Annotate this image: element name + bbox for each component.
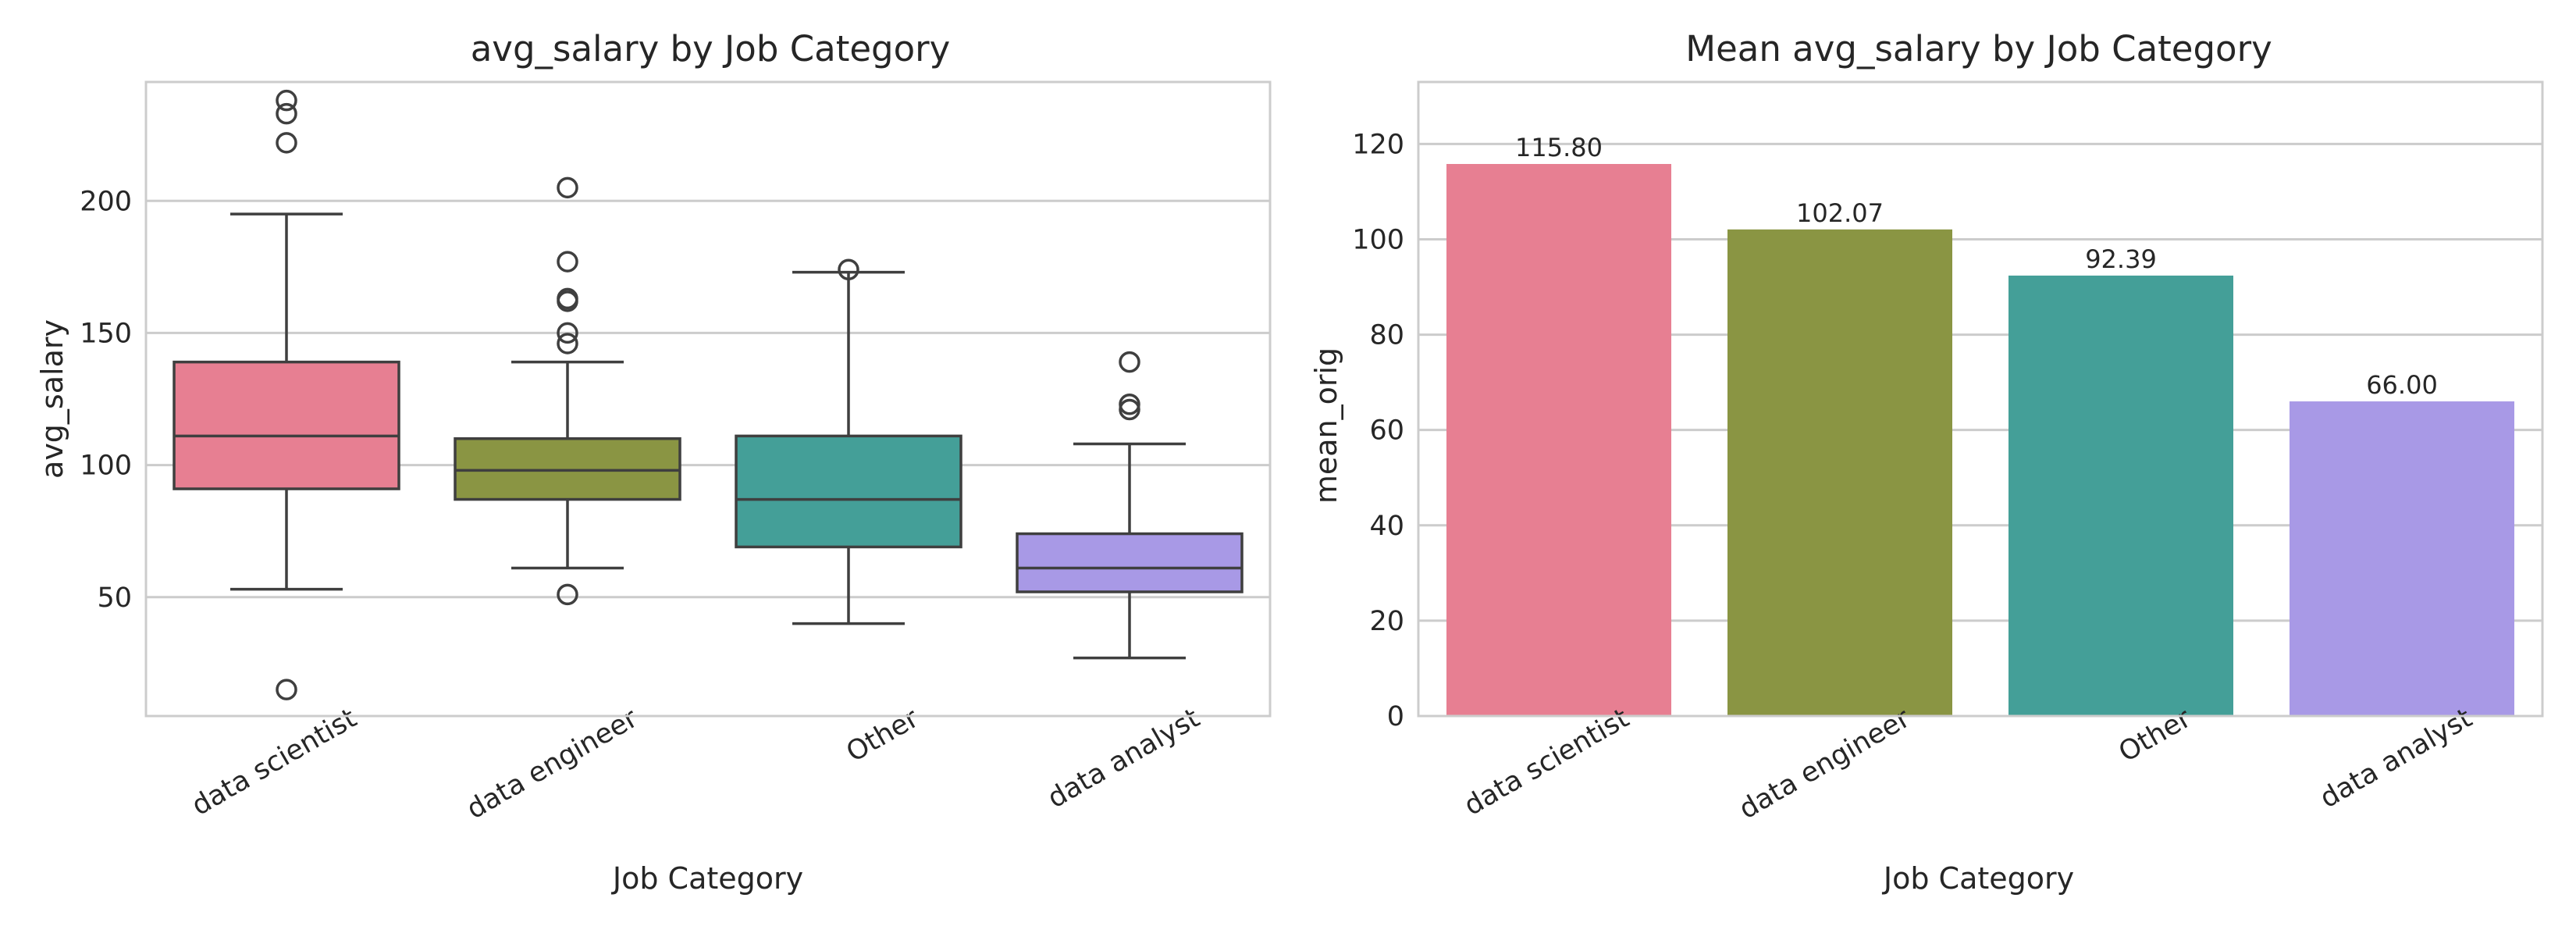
bar-y-tick-label: 0: [1387, 701, 1404, 732]
bar-value-label: 102.07: [1796, 198, 1884, 228]
bar-value-label: 115.80: [1515, 133, 1603, 162]
bar-y-tick-label: 80: [1369, 320, 1404, 351]
bar-x-tick-label: data analyst: [2314, 703, 2477, 814]
bar-chart-value-labels: 115.80 102.07 92.39 66.00: [1515, 133, 2438, 400]
box-x-tick-label: data scientist: [187, 703, 362, 822]
box-iqr: [735, 434, 962, 549]
box-plot-title: avg_salary by Job Category: [471, 28, 951, 69]
bar-value-label: 92.39: [2085, 244, 2157, 274]
box-plot-frame: [144, 80, 1272, 718]
box-outlier-point: [557, 322, 578, 344]
box-iqr: [1016, 532, 1244, 593]
box-x-tick-label: data analyst: [1042, 703, 1204, 814]
box-x-tick-label: data engineer: [461, 703, 643, 826]
box-plot-marks: [173, 89, 1244, 700]
box-y-tick-label: 150: [80, 318, 132, 349]
box-outlier-point: [1119, 398, 1140, 421]
box-outlier-point: [276, 679, 297, 700]
box-y-tick-label: 50: [97, 583, 132, 614]
box-outlier-point: [557, 333, 578, 354]
box-outlier-point: [276, 132, 297, 154]
bar-y-tick-label: 120: [1352, 129, 1404, 160]
bar-chart-marks: [1446, 164, 2514, 717]
bar-y-tick-label: 100: [1352, 224, 1404, 255]
box-plot-y-ticks: 50 100 150 200: [80, 186, 132, 614]
bar-chart-frame: [1417, 80, 2544, 718]
box-plot-panel: avg_salary by Job Category 50 100 150 200 d…: [35, 28, 1272, 896]
bar-value-label: 66.00: [2366, 370, 2438, 400]
bar-y-tick-label: 40: [1369, 511, 1404, 542]
box-plot-x-axis-label: Job Category: [611, 861, 803, 896]
bar: [2290, 401, 2514, 716]
box-outlier-point: [1119, 394, 1140, 415]
box-outlier-point: [557, 176, 578, 199]
box-y-tick-label: 200: [80, 186, 132, 217]
box-plot-y-axis-label: avg_salary: [35, 319, 69, 479]
box-x-tick-label: Other: [841, 703, 925, 769]
bar-chart-title: Mean avg_salary by Job Category: [1685, 28, 2272, 69]
bar-chart-x-ticks: data scientist data engineer Other data ana…: [1459, 703, 2478, 826]
box-outlier-point: [557, 287, 578, 310]
box-outlier-point: [276, 102, 297, 125]
box-outlier-point: [276, 89, 297, 112]
bar: [2008, 275, 2233, 717]
box-plot-x-ticks: data scientist data engineer Other data ana…: [187, 703, 1205, 826]
box-y-tick-label: 100: [80, 451, 132, 482]
box-iqr: [173, 360, 400, 490]
bar-chart-x-axis-label: Job Category: [1882, 861, 2074, 896]
bar-chart-panel: Mean avg_salary by Job Category 0 20 40 60 8…: [1309, 28, 2544, 896]
bar: [1727, 229, 1952, 716]
bar-x-tick-label: data engineer: [1734, 703, 1916, 826]
box-outlier-point: [838, 258, 859, 280]
box-outlier-point: [557, 251, 578, 273]
box-outlier-point: [1119, 351, 1140, 373]
bar-chart-y-ticks: 0 20 40 60 80 100 120: [1352, 129, 1404, 732]
bar: [1446, 164, 1671, 717]
bar-x-tick-label: data scientist: [1459, 703, 1635, 822]
bar-chart-y-axis-label: mean_orig: [1309, 347, 1343, 504]
bar-y-tick-label: 20: [1369, 606, 1404, 637]
bar-y-tick-label: 60: [1369, 415, 1404, 447]
box-outlier-point: [557, 583, 578, 606]
